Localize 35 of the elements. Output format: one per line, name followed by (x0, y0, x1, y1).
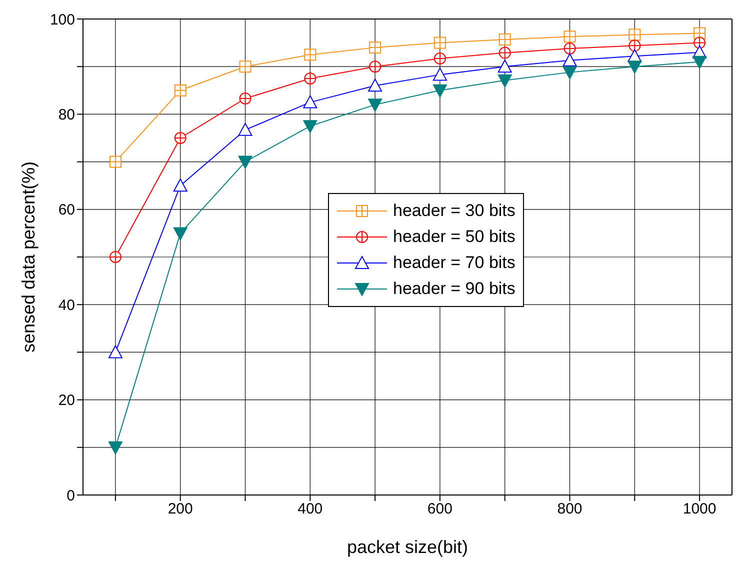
x-axis-title: packet size(bit) (346, 537, 468, 557)
point (562, 66, 577, 80)
point (432, 68, 447, 81)
point (692, 56, 707, 69)
point (303, 95, 318, 108)
legend-label: header = 90 bits (393, 279, 516, 299)
point (173, 178, 188, 192)
y-tick-label: 80 (58, 106, 75, 124)
x-tick-label: 800 (557, 500, 582, 518)
point (368, 98, 382, 112)
x-tick-label: 200 (168, 500, 193, 518)
x-tick-label: 1000 (682, 500, 716, 518)
point (562, 53, 577, 66)
point (498, 74, 512, 88)
y-tick-label: 60 (58, 202, 75, 219)
y-axis-title: sensed data percent(%) (18, 161, 38, 353)
point (108, 345, 122, 358)
point (432, 84, 447, 98)
legend-label: header = 30 bits (393, 201, 516, 221)
y-tick-label: 40 (58, 296, 75, 314)
y-tick-label: 20 (58, 392, 75, 410)
y-tick-label: 0 (66, 487, 75, 504)
x-tick-label: 400 (298, 500, 323, 518)
x-tick-label: 600 (427, 500, 452, 518)
point (238, 156, 252, 169)
point (173, 227, 188, 240)
point (303, 120, 318, 134)
point (108, 441, 122, 454)
point (498, 60, 512, 73)
point (238, 122, 252, 136)
legend-label: header = 50 bits (393, 227, 516, 247)
legend-label: header = 70 bits (393, 253, 516, 273)
y-tick-label: 100 (50, 11, 75, 28)
point (628, 60, 642, 74)
point (368, 78, 382, 92)
